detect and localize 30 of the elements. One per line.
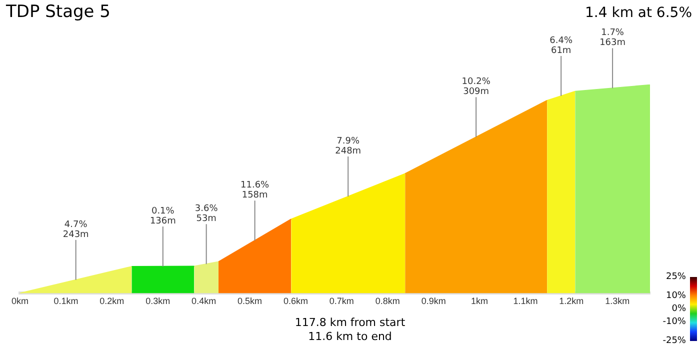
color-bar-label: -10% xyxy=(662,316,686,327)
annotation: 0.1% 136m xyxy=(150,206,176,226)
annotation: 6.4% 61m xyxy=(550,36,573,56)
x-tick-label: 0.2km xyxy=(100,296,124,306)
color-bar-label: 25% xyxy=(666,272,686,282)
x-tick-label: 0.9km xyxy=(421,296,446,306)
x-tick-label: 1.2km xyxy=(559,296,584,306)
annotation: 11.6% 158m xyxy=(240,180,270,201)
x-tick-label: 1km xyxy=(471,296,488,306)
x-tick-label: 0km xyxy=(11,296,29,306)
x-tick-label: 1.1km xyxy=(513,296,538,306)
annotation: 10.2% 309m xyxy=(462,77,491,98)
annotation: 4.7% 243m xyxy=(62,220,89,240)
x-tick-label: 0.8km xyxy=(375,296,400,306)
x-tick-label: 0.6km xyxy=(283,296,308,306)
x-tick-label: 0.4km xyxy=(192,296,216,306)
color-bar-label: 10% xyxy=(666,291,686,302)
annotation: 1.7% 163m xyxy=(600,28,626,48)
x-tick-label: 0.7km xyxy=(329,296,354,306)
color-bar-label: -25% xyxy=(662,336,686,346)
annotation: 3.6% 53m xyxy=(194,204,218,224)
x-tick-label: 0.1km xyxy=(54,296,78,306)
chart-title: TDP Stage 5 xyxy=(6,2,110,22)
x-tick-label: 0.3km xyxy=(146,296,170,306)
x-tick-label: 0.5km xyxy=(238,296,262,306)
x-tick-label: 1.3km xyxy=(605,296,630,306)
text: 117.8 km from start 11.6 km to end xyxy=(294,316,406,344)
chart-subtitle: 1.4 km at 6.5% xyxy=(585,5,692,21)
annotation: 7.9% 248m xyxy=(335,136,362,157)
color-bar-label: 0% xyxy=(672,304,686,314)
